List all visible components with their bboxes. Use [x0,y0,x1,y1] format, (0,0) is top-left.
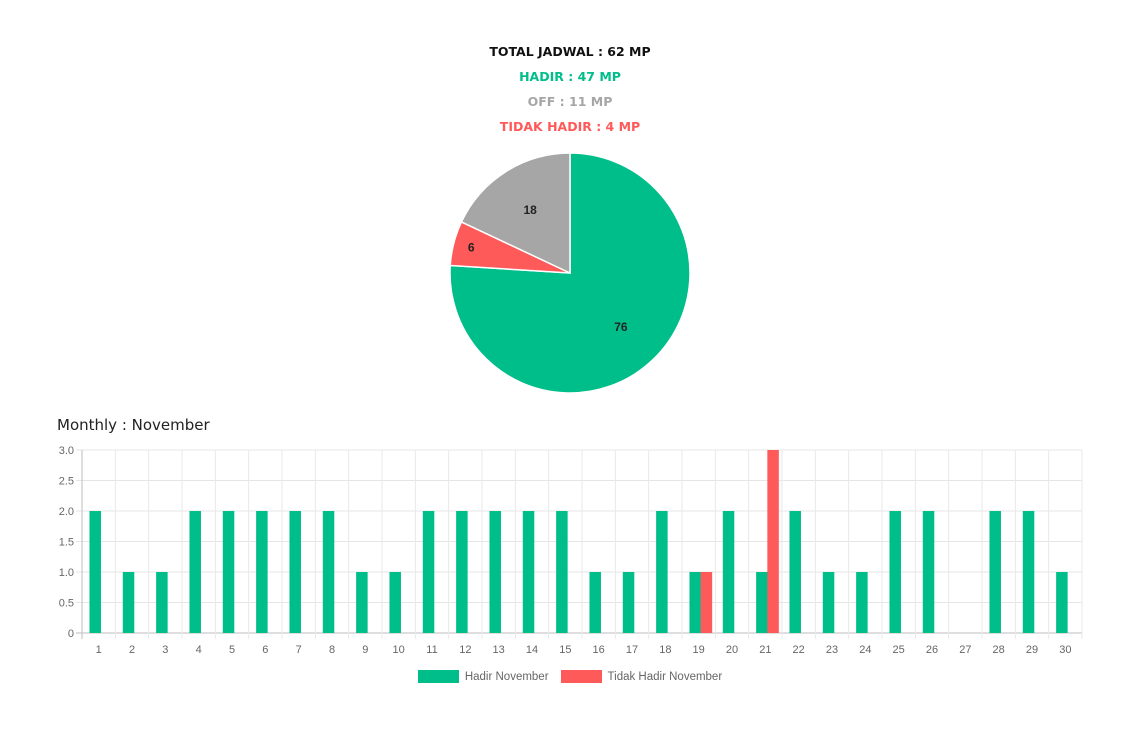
bar-hadir[interactable] [722,511,735,633]
bar-hadir[interactable] [489,511,501,633]
pie-label-hadir: 76 [614,320,628,334]
bar-hadir[interactable] [289,511,301,633]
x-tick-label: 19 [693,644,705,656]
x-tick-label: 3 [162,644,168,656]
x-tick-label: 4 [196,644,202,656]
x-tick-label: 28 [993,644,1005,656]
pie-label-off: 18 [523,203,537,217]
legend-label-hadir: Hadir November [464,670,549,683]
x-tick-label: 14 [526,644,538,656]
x-tick-label: 2 [129,644,135,656]
bar-hadir[interactable] [889,511,901,633]
attendance-summary: TOTAL JADWAL : 62 MP HADIR : 47 MP OFF :… [0,42,1140,142]
x-tick-label: 30 [1059,644,1071,656]
x-tick-label: 21 [759,644,771,656]
pie-slice-hadir[interactable] [449,152,691,394]
legend-item-tidak-hadir[interactable]: Tidak Hadir November [560,670,723,683]
hadir-text: HADIR : 47 MP [519,69,621,84]
x-tick-label: 1 [96,644,102,656]
bar-hadir[interactable] [656,511,668,633]
total-jadwal-text: TOTAL JADWAL : 62 MP [489,44,651,59]
x-tick-label: 25 [893,644,905,656]
x-tick-label: 9 [362,644,368,656]
bar-hadir[interactable] [1022,511,1035,633]
bar-hadir[interactable] [256,511,268,633]
bar-hadir[interactable] [822,572,835,633]
bar-hadir[interactable] [756,572,768,633]
x-tick-label: 15 [559,644,571,656]
bar-hadir[interactable] [689,572,701,633]
monthly-bar-chart: 00.51.01.52.02.53.01 2 3 4 5 6 7 8 9 10 11 12 13 14 15… [59,445,1083,656]
bar-hadir[interactable] [789,511,801,633]
bar-hadir[interactable] [922,511,935,633]
y-tick-label: 1.0 [59,567,74,579]
bar-hadir[interactable] [556,511,568,633]
bar-hadir[interactable] [989,511,1001,633]
bar-hadir[interactable] [356,572,368,633]
bar-tidak-hadir[interactable] [767,450,779,633]
y-tick-label: 0.5 [59,598,74,610]
bar-hadir[interactable] [422,511,435,633]
bar-hadir[interactable] [222,511,235,633]
x-tick-label: 5 [229,644,235,656]
x-tick-label: 16 [593,644,605,656]
y-tick-label: 0 [68,628,74,640]
legend-label-tidak-hadir: Tidak Hadir November [607,670,723,683]
bar-hadir[interactable] [856,572,868,633]
x-tick-label: 23 [826,644,838,656]
y-tick-label: 2.0 [59,506,74,518]
pie-label-tidak-hadir: 6 [468,241,475,255]
bar-hadir[interactable] [622,572,635,633]
x-tick-label: 18 [659,644,671,656]
y-tick-label: 2.5 [59,476,74,488]
x-tick-label: 22 [793,644,805,656]
x-tick-label: 11 [426,644,437,656]
x-tick-label: 29 [1026,644,1038,656]
bar-hadir[interactable] [1056,572,1068,633]
bar-chart-legend: Hadir November Tidak Hadir November [0,670,1140,683]
legend-item-hadir[interactable]: Hadir November [417,670,549,683]
bar-hadir[interactable] [122,572,135,633]
bar-tidak-hadir[interactable] [700,572,713,633]
bar-hadir[interactable] [322,511,335,633]
x-tick-label: 13 [493,644,505,656]
x-tick-label: 20 [726,644,738,656]
y-tick-label: 1.5 [59,537,74,549]
x-tick-label: 17 [626,644,638,656]
pie-slice-off[interactable] [460,152,571,275]
off-text: OFF : 11 MP [527,94,613,109]
legend-swatch-tidak-hadir [560,670,602,683]
tidak-hadir-text: TIDAK HADIR : 4 MP [499,119,641,134]
bar-hadir[interactable] [156,572,168,633]
x-tick-label: 10 [393,644,405,656]
attendance-pie-chart: 76 6 18 [449,152,691,394]
bar-hadir[interactable] [189,511,201,633]
bar-hadir[interactable] [89,511,101,633]
bar-hadir[interactable] [522,511,535,633]
monthly-chart-title: Monthly : November [57,416,210,434]
bar-hadir[interactable] [456,511,468,633]
x-tick-label: 26 [926,644,938,656]
x-tick-label: 12 [459,644,471,656]
legend-swatch-hadir [417,670,459,683]
x-tick-label: 7 [296,644,302,656]
x-tick-label: 24 [859,644,871,656]
x-tick-label: 6 [262,644,268,656]
bar-hadir[interactable] [589,572,601,633]
x-tick-label: 27 [959,644,971,656]
bar-hadir[interactable] [389,572,401,633]
x-tick-label: 8 [329,644,335,656]
y-tick-label: 3.0 [59,445,74,457]
